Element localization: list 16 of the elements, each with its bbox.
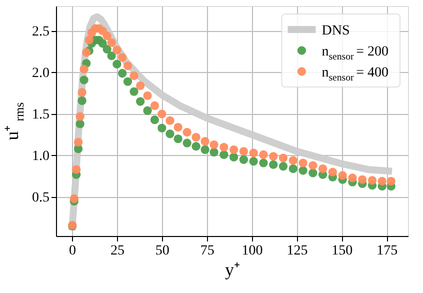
y-axis-title: u⁺rms (2, 102, 26, 140)
x-tick-label: 25 (110, 244, 124, 258)
x-tick-label: 175 (376, 244, 398, 258)
y-tick-label: 0.5 (32, 190, 50, 206)
legend-label: DNS (322, 24, 350, 38)
y-tick-label: 1.0 (32, 148, 50, 164)
x-tick-label: 50 (155, 244, 170, 258)
y-tick-label: 1.5 (32, 107, 50, 122)
y-tick-label: 2.0 (32, 66, 50, 81)
x-tick-label: 100 (242, 244, 263, 258)
x-axis-title: y⁺ (225, 260, 240, 280)
x-tick-label: 75 (200, 244, 214, 258)
x-tick-label: 0 (69, 244, 76, 258)
y-tick-label: 2.5 (32, 24, 50, 40)
x-tick-label: 125 (286, 244, 308, 258)
x-tick-label: 150 (332, 244, 353, 258)
